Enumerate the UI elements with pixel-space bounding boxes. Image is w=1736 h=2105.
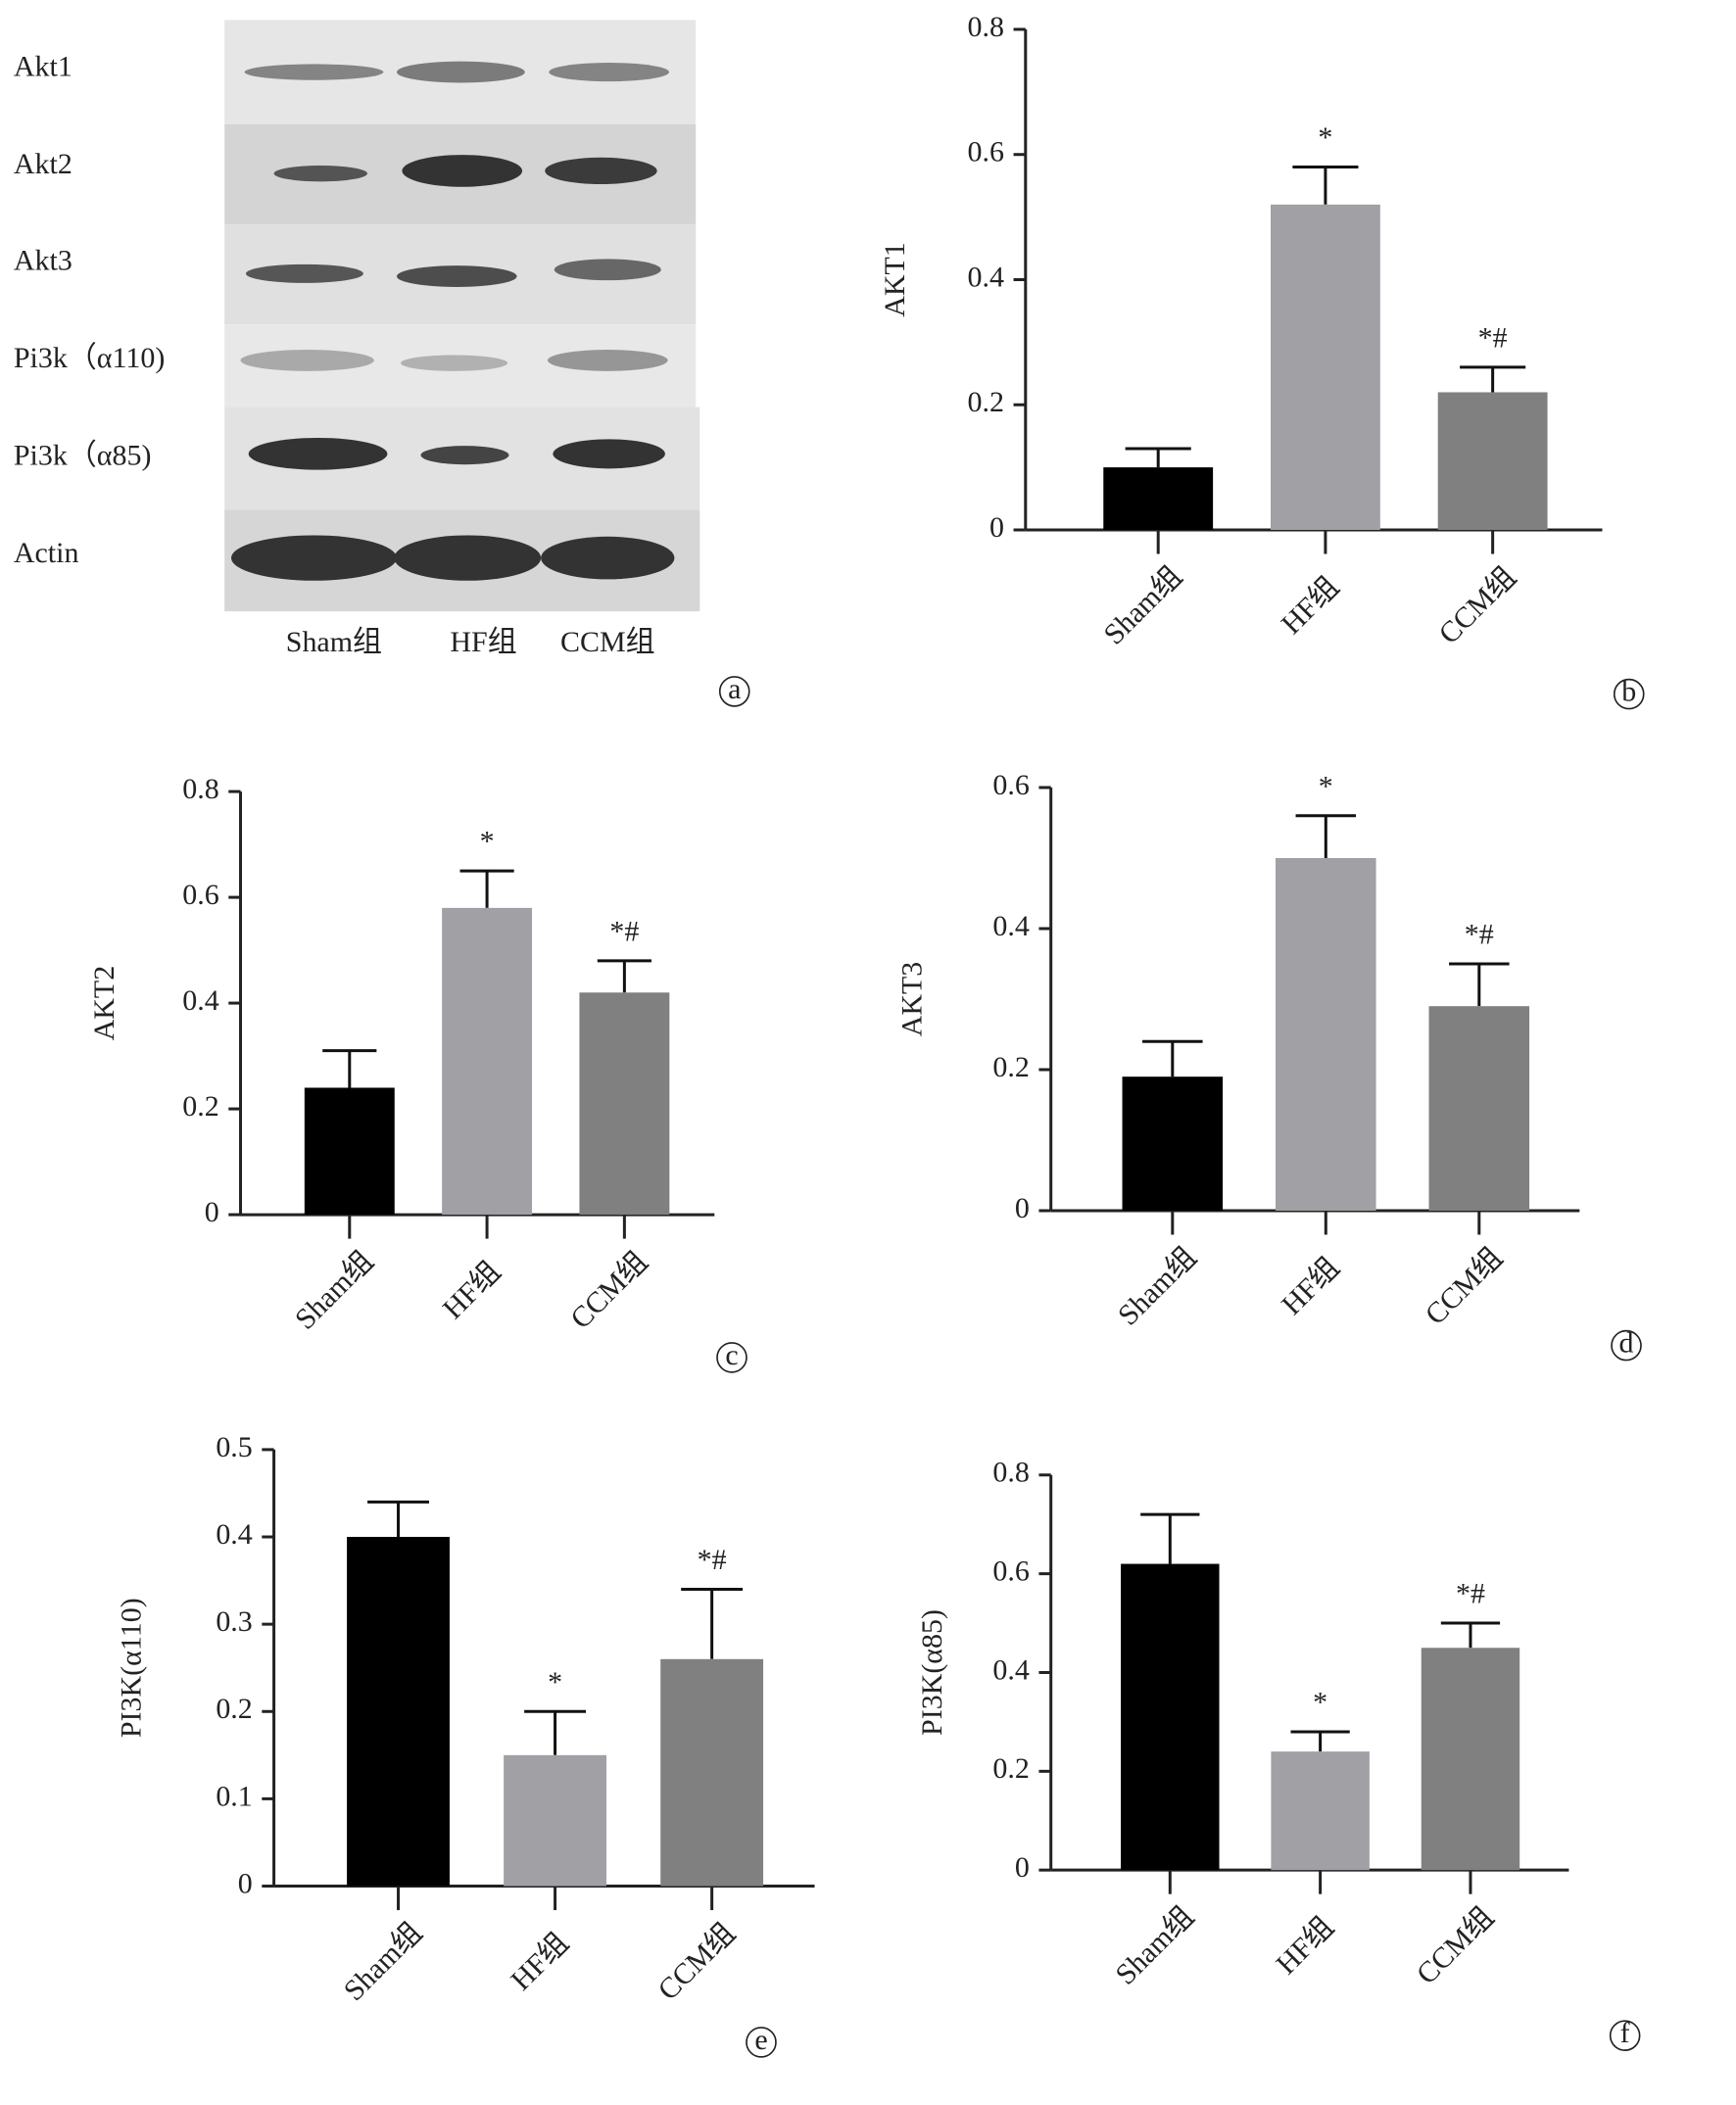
x-tick-label: Sham组 <box>289 1245 380 1336</box>
significance-mark: * <box>1313 1687 1327 1719</box>
x-tick-label: HF组 <box>1270 1911 1340 1982</box>
panel-label: a <box>728 673 741 705</box>
y-tick-label: 0.1 <box>216 1780 252 1812</box>
y-tick-label: 0.5 <box>216 1431 252 1463</box>
y-tick-label: 0.8 <box>968 11 1004 43</box>
x-tick-label: HF组 <box>1276 570 1346 641</box>
x-tick-label: HF组 <box>1276 1251 1346 1321</box>
blot-column-label: CCM组 <box>560 626 655 658</box>
y-tick-label: 0.6 <box>992 1555 1029 1588</box>
y-axis-label: AKT1 <box>879 242 911 317</box>
significance-mark: *# <box>609 916 639 948</box>
bar <box>1103 467 1214 530</box>
x-tick-label: Sham组 <box>1097 560 1188 651</box>
y-axis-label: PI3K(α110) <box>115 1598 147 1738</box>
panel-label-circle <box>716 1342 747 1373</box>
bar <box>1121 1563 1220 1871</box>
y-tick-label: 0 <box>989 511 1004 544</box>
bar <box>442 907 533 1216</box>
bar <box>1276 857 1376 1211</box>
y-tick-label: 0.2 <box>216 1693 252 1725</box>
panel-label-circle <box>746 2027 777 2058</box>
y-tick-label: 0.6 <box>182 879 218 911</box>
y-tick-label: 0.4 <box>216 1518 252 1551</box>
bar <box>304 1087 395 1216</box>
significance-mark: *# <box>1478 322 1508 355</box>
panel-label-circle <box>1609 2020 1641 2051</box>
bands <box>230 61 675 581</box>
y-tick-label: 0.4 <box>992 910 1029 942</box>
bar <box>1437 392 1548 530</box>
significance-mark: *# <box>1456 1578 1485 1610</box>
y-tick-label: 0.4 <box>992 1653 1029 1686</box>
bar <box>347 1537 450 1887</box>
x-tick-label: HF组 <box>437 1255 507 1325</box>
panel-label: e <box>754 2024 767 2056</box>
blot-column-label: HF组 <box>450 626 516 658</box>
panel-label: f <box>1620 2017 1630 2049</box>
y-tick-label: 0 <box>1015 1851 1030 1884</box>
y-tick-label: 0 <box>205 1196 219 1228</box>
significance-mark: *# <box>1465 919 1494 951</box>
panel-label-circle <box>718 676 750 707</box>
bar <box>660 1658 764 1887</box>
x-tick-label: CCM组 <box>1411 1901 1501 1991</box>
y-tick-label: 0.2 <box>968 386 1004 418</box>
bar <box>579 992 670 1216</box>
blot-column-label: Sham组 <box>286 626 382 658</box>
significance-mark: * <box>1319 770 1333 802</box>
y-tick-label: 0.8 <box>182 773 218 805</box>
y-tick-label: 0 <box>238 1867 253 1899</box>
significance-mark: * <box>1318 121 1332 154</box>
panel-label: d <box>1619 1326 1634 1359</box>
x-tick-label: Sham组 <box>1109 1900 1200 1991</box>
x-tick-label: Sham组 <box>338 1916 429 2007</box>
blot-row-label: Akt3 <box>14 244 72 276</box>
blot-row-label: Akt2 <box>14 148 72 180</box>
x-tick-label: Sham组 <box>1112 1241 1203 1332</box>
panel-label-circle <box>1611 1329 1642 1362</box>
x-tick-label: HF组 <box>505 1927 575 1997</box>
y-tick-label: 0.2 <box>992 1752 1029 1785</box>
y-axis-label: AKT3 <box>896 962 929 1037</box>
x-tick-label: CCM组 <box>651 1917 742 2007</box>
panel-label: c <box>725 1339 738 1371</box>
significance-mark: *# <box>698 1544 727 1576</box>
bar <box>504 1754 607 1887</box>
bar <box>1428 1006 1530 1211</box>
panel-label-circle <box>1613 678 1645 710</box>
blot-row-label: Pi3k（α85) <box>14 439 152 471</box>
significance-mark: * <box>480 826 495 858</box>
bar <box>1421 1648 1520 1871</box>
y-tick-label: 0.6 <box>968 136 1004 168</box>
blot-row-label: Akt1 <box>14 51 72 83</box>
y-tick-label: 0.4 <box>182 984 218 1017</box>
significance-mark: * <box>548 1666 562 1698</box>
y-tick-label: 0 <box>1015 1192 1030 1224</box>
bar <box>1122 1076 1224 1211</box>
x-tick-label: CCM组 <box>1432 560 1522 650</box>
panel-label: b <box>1621 675 1636 707</box>
blot-image <box>224 20 700 612</box>
y-tick-label: 0.6 <box>992 769 1029 801</box>
y-axis-label: AKT2 <box>88 966 121 1041</box>
bar <box>1270 204 1380 530</box>
blot-row-label: Actin <box>14 537 79 569</box>
blot-strip <box>224 324 697 407</box>
bar <box>1271 1751 1370 1871</box>
y-axis-label: PI3K(α85) <box>916 1609 948 1736</box>
blot-row-label: Pi3k（α110) <box>14 342 165 374</box>
y-tick-label: 0.2 <box>182 1090 218 1123</box>
y-tick-label: 0.3 <box>216 1605 252 1638</box>
y-tick-label: 0.8 <box>992 1457 1029 1489</box>
x-tick-label: CCM组 <box>1419 1241 1509 1331</box>
x-tick-label: CCM组 <box>564 1245 654 1335</box>
y-tick-label: 0.4 <box>968 261 1004 293</box>
y-tick-label: 0.2 <box>992 1051 1029 1083</box>
